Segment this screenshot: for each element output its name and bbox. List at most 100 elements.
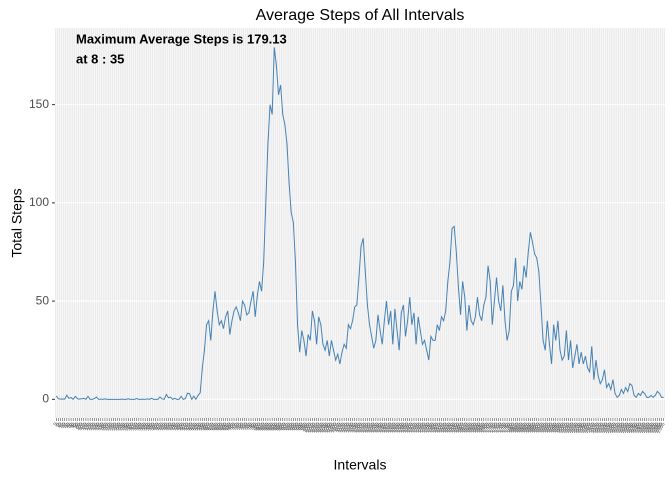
x-tick-label: 1210 bbox=[357, 421, 368, 434]
x-tick-label: 35 bbox=[66, 421, 74, 429]
x-tick-label: 535 bbox=[192, 421, 201, 431]
x-tick-label: 1225 bbox=[364, 421, 375, 434]
x-tick-label: 300 bbox=[126, 421, 135, 431]
x-tick-label: 340 bbox=[143, 421, 152, 431]
x-tick-label: 500 bbox=[177, 421, 186, 431]
x-tick-label: 240 bbox=[118, 421, 127, 431]
x-tick-label: 335 bbox=[141, 421, 150, 431]
x-tick-label: 10 bbox=[55, 421, 63, 429]
x-tick-label: 1825 bbox=[516, 421, 527, 434]
x-tick-label: 1055 bbox=[326, 421, 337, 434]
panel bbox=[55, 28, 665, 418]
x-tick-label: 1910 bbox=[535, 421, 546, 434]
x-tick-label: 705 bbox=[230, 421, 239, 431]
x-tick-label: 1450 bbox=[425, 421, 436, 434]
x-tick-label: 1410 bbox=[408, 421, 419, 434]
x-tick-label: 225 bbox=[111, 421, 120, 431]
x-tick-label: 715 bbox=[234, 421, 243, 431]
x-tick-label: 1920 bbox=[539, 421, 550, 434]
x-tick-label: 1445 bbox=[423, 421, 434, 434]
x-tick-label: 940 bbox=[295, 421, 304, 431]
x-tick-label: 1855 bbox=[529, 421, 540, 434]
x-tick-label: 1820 bbox=[514, 421, 525, 434]
line bbox=[55, 47, 664, 401]
x-tick-label: 1035 bbox=[317, 421, 328, 434]
x-tick-label: 1840 bbox=[523, 421, 534, 434]
x-tick-label: 525 bbox=[187, 421, 196, 431]
x-tick-label: 210 bbox=[105, 421, 114, 431]
x-tick-label: 1645 bbox=[474, 421, 485, 434]
x-tick-label: 1305 bbox=[381, 421, 392, 434]
x-tick-label: 230 bbox=[113, 421, 122, 431]
x-tick-label: 825 bbox=[264, 421, 273, 431]
x-tick-label: 1320 bbox=[387, 421, 398, 434]
x-tick-label: 755 bbox=[251, 421, 260, 431]
x-tick-label: 2215 bbox=[614, 421, 625, 434]
x-tick-label: 2300 bbox=[633, 421, 644, 434]
x-tick-label: 1330 bbox=[391, 421, 402, 434]
x-tick-label: 120 bbox=[84, 421, 93, 431]
x-tick-label: 1515 bbox=[436, 421, 447, 434]
x-tick-label: 820 bbox=[261, 421, 270, 431]
x-tick-label: 415 bbox=[158, 421, 167, 431]
x-tick-label: 615 bbox=[209, 421, 218, 431]
x-tick-label: 2255 bbox=[630, 421, 641, 434]
x-tick-label: 330 bbox=[139, 421, 148, 431]
x-tick-label: 800 bbox=[253, 421, 262, 431]
x-tick-label: 1525 bbox=[440, 421, 451, 434]
x-tick-label: 1315 bbox=[385, 421, 396, 434]
x-tick-label: 815 bbox=[259, 421, 268, 431]
x-tick-label: 1135 bbox=[343, 421, 354, 434]
x-tick-label: 2110 bbox=[586, 421, 597, 434]
x-tick-label: 1730 bbox=[493, 421, 504, 434]
marks bbox=[55, 47, 664, 401]
x-tick-label: 1440 bbox=[421, 421, 432, 434]
x-tick-label: 1625 bbox=[465, 421, 476, 434]
x-tick-label: 435 bbox=[166, 421, 175, 431]
x-tick-label: 1015 bbox=[309, 421, 320, 434]
x-tick-label: 930 bbox=[291, 421, 300, 431]
annotation: Maximum Average Steps is 179.13 bbox=[76, 31, 287, 46]
annotation: at 8 : 35 bbox=[76, 51, 124, 66]
x-tick-label: 2325 bbox=[643, 421, 654, 434]
x-tick-label: 425 bbox=[162, 421, 171, 431]
x-tick-label: 2240 bbox=[624, 421, 635, 434]
x-tick-label: 1700 bbox=[480, 421, 491, 434]
x-tick-label: 420 bbox=[160, 421, 169, 431]
x-tick-label: 1030 bbox=[315, 421, 326, 434]
x-tick-label: 255 bbox=[124, 421, 133, 431]
x-tick-label: 750 bbox=[249, 421, 258, 431]
x-axis-title: Intervals bbox=[334, 457, 387, 473]
x-tick-label: 505 bbox=[179, 421, 188, 431]
x-tick-label: 1200 bbox=[353, 421, 364, 434]
x-tick-label: 1755 bbox=[503, 421, 514, 434]
x-tick-label: 2140 bbox=[599, 421, 610, 434]
x-tick-label: 405 bbox=[153, 421, 162, 431]
x-tick-label: 1925 bbox=[542, 421, 553, 434]
x-tick-label: 1120 bbox=[336, 421, 347, 434]
x-tick-label: 1000 bbox=[302, 421, 313, 434]
x-tick-label: 1545 bbox=[448, 421, 459, 434]
x-tick-label: 1650 bbox=[476, 421, 487, 434]
x-tick-label: 945 bbox=[297, 421, 306, 431]
x-tick-label: 1310 bbox=[383, 421, 394, 434]
x-tick-label: 455 bbox=[175, 421, 184, 431]
x-tick-label: 1340 bbox=[396, 421, 407, 434]
x-tick-label: 635 bbox=[217, 421, 226, 431]
x-tick-label: 1735 bbox=[495, 421, 506, 434]
x-tick-label: 250 bbox=[122, 421, 131, 431]
x-tick-label: 2355 bbox=[656, 421, 667, 434]
x-tick-label: 50 bbox=[72, 421, 80, 429]
x-tick-label: 1710 bbox=[484, 421, 495, 434]
x-tick-label: 845 bbox=[272, 421, 281, 431]
x-tick-label: 1940 bbox=[548, 421, 559, 434]
x-tick-label: 430 bbox=[164, 421, 173, 431]
x-tick-label: 20 bbox=[60, 421, 68, 429]
x-tick-label: 2010 bbox=[561, 421, 572, 434]
x-tick-label: 1250 bbox=[374, 421, 385, 434]
x-tick-label: 445 bbox=[170, 421, 179, 431]
x-tick-label: 2310 bbox=[637, 421, 648, 434]
x-tick-label: 1900 bbox=[531, 421, 542, 434]
x-tick-label: 1125 bbox=[339, 421, 350, 434]
